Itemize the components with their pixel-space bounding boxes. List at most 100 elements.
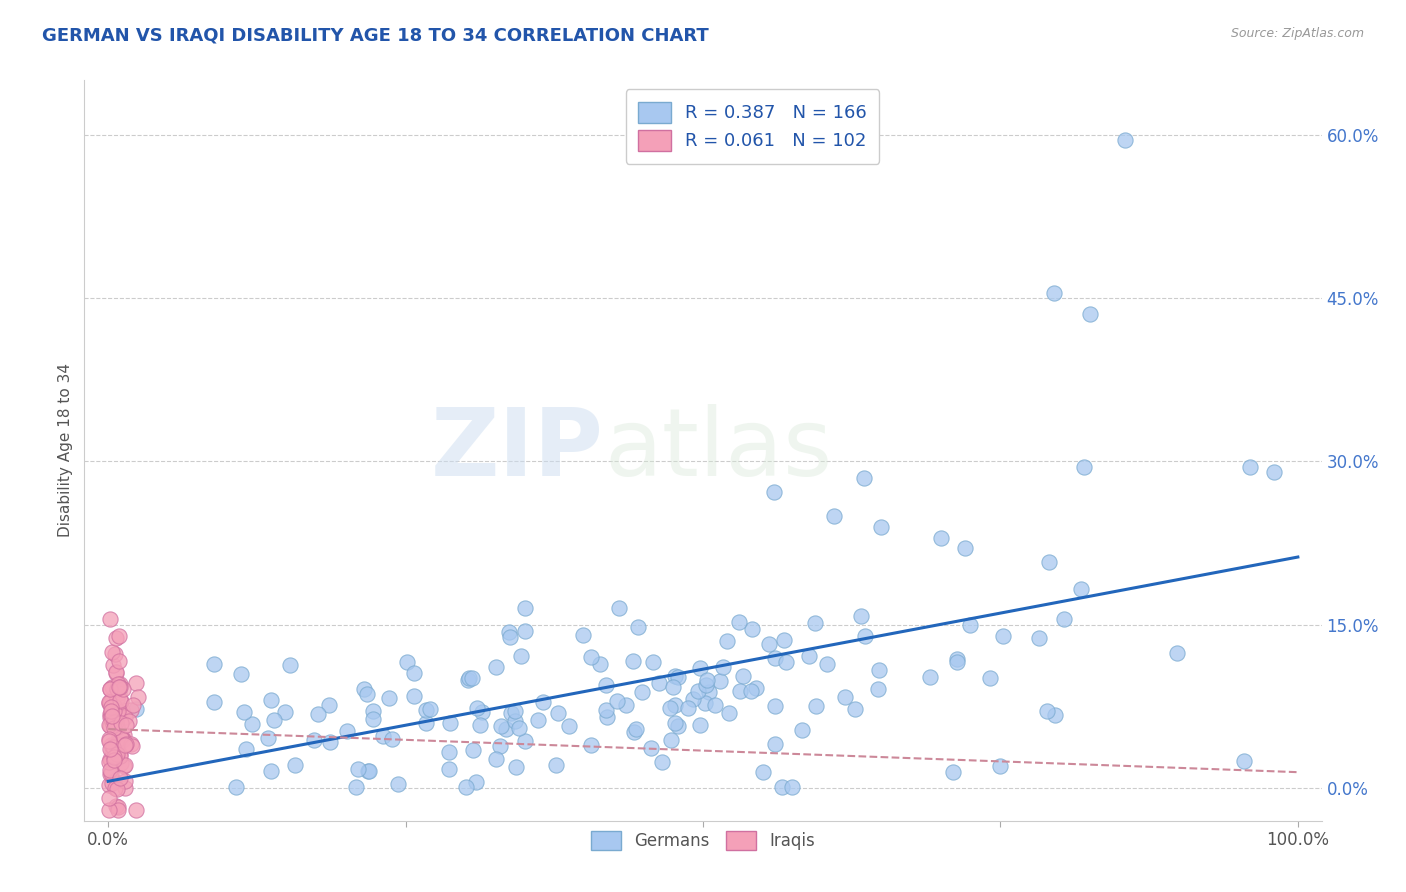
Point — [104, 781, 127, 796]
Point — [437, 762, 460, 776]
Point — [686, 684, 709, 698]
Point — [752, 764, 775, 779]
Legend: Germans, Iraqis: Germans, Iraqis — [583, 824, 823, 856]
Point — [229, 667, 252, 681]
Point — [664, 716, 686, 731]
Point — [929, 531, 952, 545]
Point — [503, 714, 526, 728]
Point — [112, 733, 135, 747]
Point — [108, 693, 131, 707]
Point — [689, 660, 711, 674]
Point — [103, 753, 125, 767]
Point — [658, 700, 681, 714]
Point — [485, 660, 508, 674]
Point — [531, 695, 554, 709]
Point — [589, 657, 612, 671]
Point — [108, 654, 131, 668]
Point — [471, 705, 494, 719]
Point — [108, 686, 131, 700]
Point — [544, 757, 567, 772]
Point — [98, 791, 121, 805]
Point — [463, 743, 485, 757]
Point — [498, 625, 520, 640]
Point — [114, 758, 136, 772]
Point — [676, 701, 699, 715]
Point — [741, 622, 763, 636]
Point — [98, 612, 121, 626]
Point — [387, 777, 409, 791]
Point — [457, 671, 479, 685]
Y-axis label: Disability Age 18 to 34: Disability Age 18 to 34 — [58, 363, 73, 538]
Point — [763, 737, 786, 751]
Point — [704, 698, 727, 713]
Point — [689, 717, 711, 731]
Point — [235, 742, 257, 756]
Point — [101, 715, 124, 730]
Point — [1233, 754, 1256, 768]
Point — [101, 752, 124, 766]
Point — [233, 706, 256, 720]
Point — [489, 719, 512, 733]
Point — [815, 657, 838, 671]
Point — [98, 681, 121, 696]
Point — [572, 628, 595, 642]
Point — [353, 681, 375, 696]
Point — [112, 759, 135, 773]
Point — [664, 698, 686, 713]
Point — [844, 702, 866, 716]
Point — [381, 731, 404, 746]
Point — [763, 484, 786, 499]
Text: Source: ZipAtlas.com: Source: ZipAtlas.com — [1230, 27, 1364, 40]
Point — [263, 713, 285, 727]
Point — [256, 731, 278, 745]
Point — [114, 773, 136, 788]
Point — [579, 738, 602, 752]
Point — [717, 706, 740, 720]
Point — [643, 655, 665, 669]
Point — [100, 743, 122, 757]
Point — [664, 669, 686, 683]
Point — [1070, 582, 1092, 596]
Point — [104, 665, 127, 679]
Text: atlas: atlas — [605, 404, 832, 497]
Text: GERMAN VS IRAQI DISABILITY AGE 18 TO 34 CORRELATION CHART: GERMAN VS IRAQI DISABILITY AGE 18 TO 34 … — [42, 27, 709, 45]
Point — [454, 780, 477, 794]
Point — [623, 725, 645, 739]
Point — [114, 738, 136, 752]
Point — [107, 677, 129, 691]
Point — [716, 633, 738, 648]
Point — [485, 752, 508, 766]
Point — [125, 675, 148, 690]
Point — [709, 674, 731, 689]
Point — [659, 732, 682, 747]
Point — [304, 732, 326, 747]
Point — [98, 731, 121, 746]
Point — [953, 541, 976, 556]
Point — [763, 651, 786, 665]
Point — [682, 691, 704, 706]
Point — [105, 720, 128, 734]
Point — [870, 519, 893, 533]
Text: ZIP: ZIP — [432, 404, 605, 497]
Point — [648, 675, 671, 690]
Point — [782, 780, 804, 794]
Point — [307, 706, 329, 721]
Point — [526, 713, 548, 727]
Point — [108, 680, 131, 694]
Point — [114, 781, 136, 796]
Point — [1239, 459, 1261, 474]
Point — [105, 747, 128, 761]
Point — [744, 681, 766, 695]
Point — [1078, 307, 1101, 321]
Point — [439, 715, 461, 730]
Point — [1114, 133, 1136, 147]
Point — [105, 747, 128, 762]
Point — [773, 633, 796, 648]
Point — [259, 693, 281, 707]
Point — [100, 754, 122, 768]
Point — [461, 671, 484, 685]
Point — [1038, 555, 1060, 569]
Point — [508, 721, 530, 735]
Point — [105, 691, 128, 706]
Point — [505, 759, 527, 773]
